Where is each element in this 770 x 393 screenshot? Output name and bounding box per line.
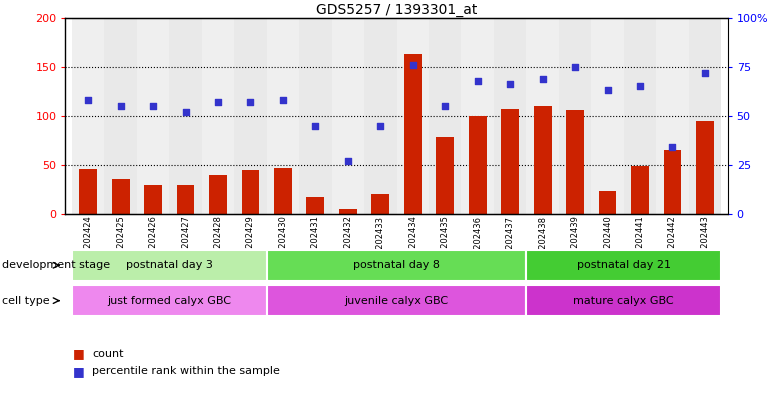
Point (407, 62, 419, 68)
Text: postnatal day 8: postnatal day 8 (353, 260, 440, 270)
Point (82, 97, 95, 103)
Bar (624, 18, 656, 214)
Text: cell type: cell type (2, 296, 49, 306)
Bar (112, 179, 129, 214)
Point (212, 99, 224, 105)
Bar (144, 185, 162, 214)
Bar (469, 116, 487, 214)
Bar (437, 136, 454, 214)
Point (374, 123, 387, 129)
Bar (501, 109, 519, 214)
Bar (306, 196, 324, 214)
Point (698, 70, 711, 76)
Bar (461, 18, 494, 214)
Bar (527, 18, 559, 214)
Point (666, 144, 678, 151)
Point (310, 123, 322, 129)
Bar (534, 106, 551, 214)
Bar (79, 169, 97, 214)
Bar (598, 191, 617, 214)
Bar (631, 166, 649, 214)
Text: postnatal day 3: postnatal day 3 (126, 260, 213, 270)
Point (504, 81, 517, 88)
Bar (137, 18, 169, 214)
Bar (688, 18, 721, 214)
Bar (274, 168, 292, 214)
Bar (656, 18, 688, 214)
Bar (494, 18, 527, 214)
Bar (397, 18, 429, 214)
Bar (566, 110, 584, 214)
Bar (266, 18, 300, 214)
Bar (209, 175, 227, 214)
Text: mature calyx GBC: mature calyx GBC (574, 296, 674, 306)
Text: ■: ■ (73, 365, 85, 378)
Bar (176, 185, 195, 214)
Point (147, 103, 159, 109)
Bar (403, 54, 422, 214)
Text: percentile rank within the sample: percentile rank within the sample (92, 366, 280, 376)
Bar (527, 285, 721, 316)
Title: GDS5257 / 1393301_at: GDS5257 / 1393301_at (316, 3, 477, 17)
Bar (559, 18, 591, 214)
Point (471, 77, 484, 84)
Point (537, 75, 549, 82)
Point (439, 103, 451, 109)
Bar (234, 18, 266, 214)
Bar (696, 121, 714, 214)
Point (179, 109, 192, 115)
Bar (242, 170, 259, 214)
Bar (72, 18, 105, 214)
Point (634, 83, 646, 90)
Point (342, 158, 354, 164)
Bar (72, 250, 266, 281)
Bar (664, 150, 681, 214)
Point (601, 87, 614, 94)
Text: juvenile calyx GBC: juvenile calyx GBC (344, 296, 449, 306)
Text: just formed calyx GBC: just formed calyx GBC (107, 296, 231, 306)
Bar (371, 193, 390, 214)
Text: count: count (92, 349, 124, 359)
Bar (202, 18, 234, 214)
Bar (527, 250, 721, 281)
Text: postnatal day 21: postnatal day 21 (577, 260, 671, 270)
Bar (332, 18, 364, 214)
Bar (72, 285, 266, 316)
Point (244, 99, 256, 105)
Text: ■: ■ (73, 347, 85, 360)
Point (276, 97, 289, 103)
Bar (266, 285, 527, 316)
Bar (266, 250, 527, 281)
Bar (429, 18, 461, 214)
Bar (591, 18, 624, 214)
Bar (105, 18, 137, 214)
Bar (364, 18, 397, 214)
Text: development stage: development stage (2, 260, 109, 270)
Point (115, 103, 127, 109)
Bar (169, 18, 202, 214)
Bar (300, 18, 332, 214)
Bar (339, 209, 357, 214)
Point (569, 64, 581, 70)
